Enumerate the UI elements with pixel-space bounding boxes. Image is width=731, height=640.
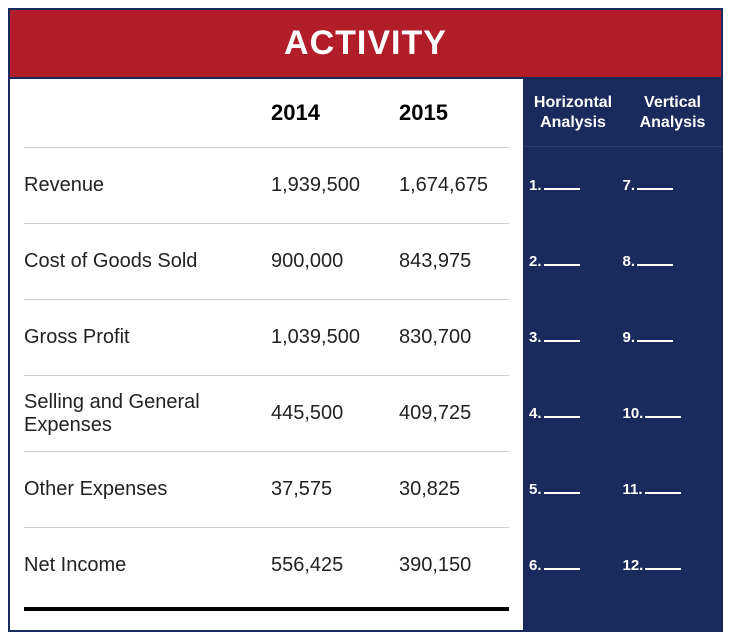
header-horizontal-l2: Analysis — [540, 114, 606, 131]
horizontal-blank[interactable]: 2. — [529, 253, 623, 270]
vertical-blank[interactable]: 8. — [623, 253, 717, 270]
analysis-row: 4. 10. — [523, 375, 722, 451]
blank-number: 7. — [623, 177, 636, 194]
blank-line[interactable] — [544, 482, 580, 494]
table-row: Net Income556,425390,150 — [24, 527, 509, 603]
analysis-row: 1. 7. — [523, 147, 722, 223]
row-label: Selling and General Expenses — [24, 391, 271, 437]
blank-number: 4. — [529, 405, 542, 422]
financial-table: 2014 2015 Revenue1,939,5001,674,675Cost … — [10, 79, 523, 630]
horizontal-blank[interactable]: 1. — [529, 177, 623, 194]
vertical-blank[interactable]: 10. — [623, 405, 717, 422]
blank-line[interactable] — [544, 330, 580, 342]
blank-line[interactable] — [544, 254, 580, 266]
analysis-row: 3. 9. — [523, 299, 722, 375]
header-2015: 2015 — [399, 100, 509, 126]
blank-number: 12. — [623, 557, 644, 574]
blank-line[interactable] — [645, 558, 681, 570]
header-horizontal: Horizontal Analysis — [523, 93, 623, 131]
row-2014: 900,000 — [271, 250, 399, 273]
row-label: Other Expenses — [24, 478, 271, 501]
table-row: Cost of Goods Sold900,000843,975 — [24, 223, 509, 299]
row-2015: 843,975 — [399, 250, 509, 273]
blank-line[interactable] — [645, 482, 681, 494]
bottom-rule — [24, 607, 509, 611]
blank-number: 9. — [623, 329, 636, 346]
horizontal-blank[interactable]: 5. — [529, 481, 623, 498]
horizontal-blank[interactable]: 4. — [529, 405, 623, 422]
table-header-right: Horizontal Analysis Vertical Analysis — [523, 79, 722, 147]
blank-number: 6. — [529, 557, 542, 574]
header-vertical-l1: Vertical — [644, 94, 701, 111]
horizontal-blank[interactable]: 3. — [529, 329, 623, 346]
row-2015: 409,725 — [399, 402, 509, 425]
vertical-blank[interactable]: 12. — [623, 557, 717, 574]
blank-number: 11. — [623, 481, 643, 498]
row-2015: 830,700 — [399, 326, 509, 349]
vertical-blank[interactable]: 9. — [623, 329, 717, 346]
blank-line[interactable] — [544, 178, 580, 190]
header-2014: 2014 — [271, 100, 399, 126]
row-2014: 37,575 — [271, 478, 399, 501]
row-2014: 1,939,500 — [271, 174, 399, 197]
row-2014: 556,425 — [271, 554, 399, 577]
analysis-row: 2. 8. — [523, 223, 722, 299]
blank-line[interactable] — [645, 406, 681, 418]
table-row: Other Expenses37,57530,825 — [24, 451, 509, 527]
table-header-left: 2014 2015 — [24, 79, 509, 147]
row-label: Gross Profit — [24, 326, 271, 349]
row-label: Revenue — [24, 174, 271, 197]
blank-number: 1. — [529, 177, 542, 194]
blank-number: 5. — [529, 481, 542, 498]
analysis-row: 5. 11. — [523, 451, 722, 527]
header-horizontal-l1: Horizontal — [534, 94, 612, 111]
content-area: 2014 2015 Revenue1,939,5001,674,675Cost … — [10, 79, 721, 630]
blank-number: 10. — [623, 405, 644, 422]
row-label: Cost of Goods Sold — [24, 250, 271, 273]
row-label: Net Income — [24, 554, 271, 577]
horizontal-blank[interactable]: 6. — [529, 557, 623, 574]
row-2015: 1,674,675 — [399, 174, 509, 197]
title-bar: ACTIVITY — [10, 10, 721, 79]
analysis-row: 6. 12. — [523, 527, 722, 603]
blank-number: 8. — [623, 253, 636, 270]
blank-number: 2. — [529, 253, 542, 270]
header-vertical: Vertical Analysis — [623, 93, 722, 131]
blank-line[interactable] — [637, 254, 673, 266]
blank-line[interactable] — [637, 178, 673, 190]
table-row: Gross Profit1,039,500830,700 — [24, 299, 509, 375]
vertical-blank[interactable]: 11. — [623, 481, 717, 498]
table-row: Selling and General Expenses445,500409,7… — [24, 375, 509, 451]
row-2015: 390,150 — [399, 554, 509, 577]
vertical-blank[interactable]: 7. — [623, 177, 717, 194]
blank-line[interactable] — [544, 558, 580, 570]
blank-line[interactable] — [544, 406, 580, 418]
table-row: Revenue1,939,5001,674,675 — [24, 147, 509, 223]
analysis-panel: Horizontal Analysis Vertical Analysis 1.… — [523, 79, 722, 630]
activity-panel: ACTIVITY 2014 2015 Revenue1,939,5001,674… — [8, 8, 723, 632]
blank-line[interactable] — [637, 330, 673, 342]
row-2014: 1,039,500 — [271, 326, 399, 349]
blank-number: 3. — [529, 329, 542, 346]
row-2015: 30,825 — [399, 478, 509, 501]
row-2014: 445,500 — [271, 402, 399, 425]
header-vertical-l2: Analysis — [640, 114, 706, 131]
